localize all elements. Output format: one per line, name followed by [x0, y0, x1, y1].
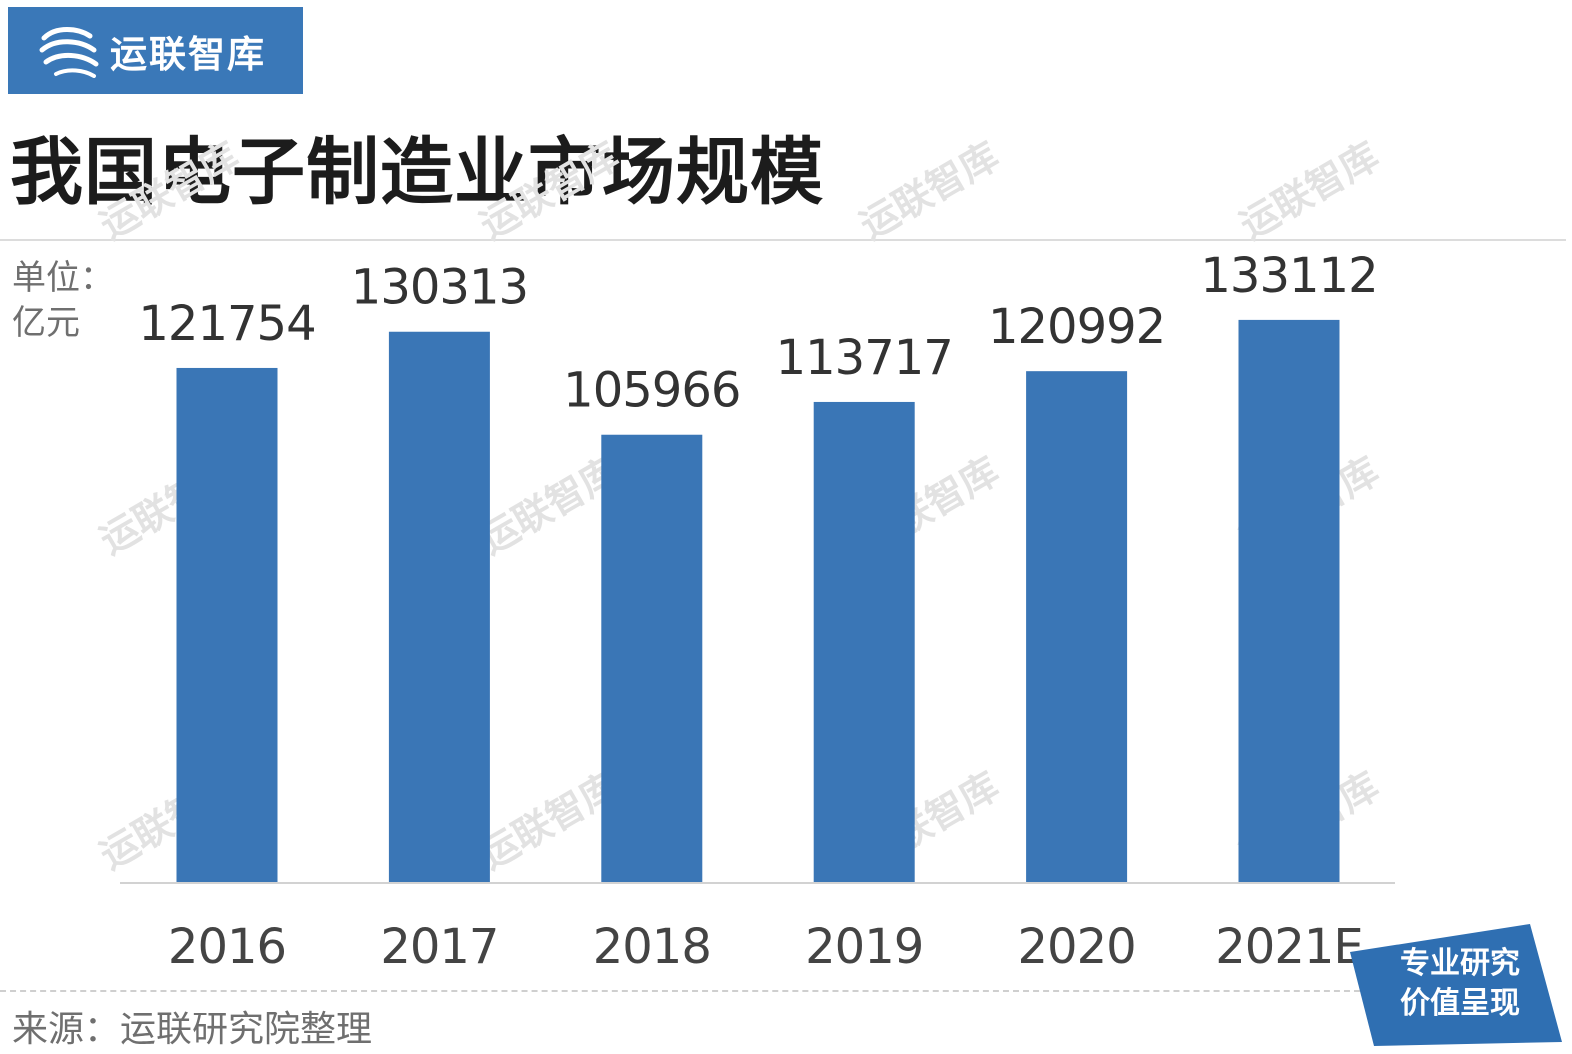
- bar-2018: [601, 434, 703, 883]
- bar-2019: [813, 401, 915, 883]
- bar-2016: [176, 367, 278, 883]
- brand-name: 运联智库: [110, 32, 266, 76]
- bar-2017: [388, 331, 490, 884]
- x-tick-label-2020: 2020: [1018, 919, 1136, 975]
- watermark-2: 运联智库: [853, 134, 1007, 248]
- bars-group: [176, 319, 1340, 884]
- x-tick-label-2018: 2018: [593, 919, 711, 975]
- badge-text: 专业研究 价值呈现: [1370, 944, 1550, 1024]
- source-text: 来源：运联研究院整理: [12, 1009, 373, 1050]
- bar-2021E: [1238, 319, 1340, 883]
- x-tick-label-2021E: 2021E: [1215, 919, 1362, 975]
- value-label-2016: 121754: [138, 296, 315, 352]
- value-label-2021E: 133112: [1200, 248, 1377, 304]
- brand-header: 运联智库: [8, 7, 303, 94]
- x-tick-label-2019: 2019: [805, 919, 923, 975]
- chart-title: 我国电子制造业市场规模: [10, 130, 824, 215]
- watermark-3: 运联智库: [1233, 134, 1387, 248]
- value-label-2019: 113717: [776, 330, 953, 386]
- title-divider: [0, 239, 1566, 241]
- value-label-2017: 130313: [351, 260, 528, 316]
- value-labels-group: 121754 130313 105966 113717 120992 133112: [138, 248, 1378, 419]
- x-tick-label-2016: 2016: [168, 919, 286, 975]
- x-tick-label-2017: 2017: [380, 919, 498, 975]
- watermark-1: 运联智库: [473, 134, 627, 248]
- value-label-2018: 105966: [563, 363, 740, 419]
- badge-line-1: 专业研究: [1400, 946, 1520, 981]
- footer-divider: [0, 990, 1360, 992]
- value-label-2020: 120992: [988, 299, 1165, 355]
- bar-2020: [1026, 371, 1128, 883]
- badge-line-2: 价值呈现: [1400, 986, 1520, 1021]
- x-tick-labels-group: 2016 2017 2018 2019 2020 2021E: [168, 919, 1364, 975]
- swirl-logo-icon: [39, 26, 99, 78]
- watermark-0: 运联智库: [93, 134, 247, 248]
- badge-shape: [1350, 924, 1562, 1046]
- slogan-badge: 专业研究 价值呈现: [1350, 924, 1565, 1046]
- unit-label: 单位：亿元: [12, 258, 114, 343]
